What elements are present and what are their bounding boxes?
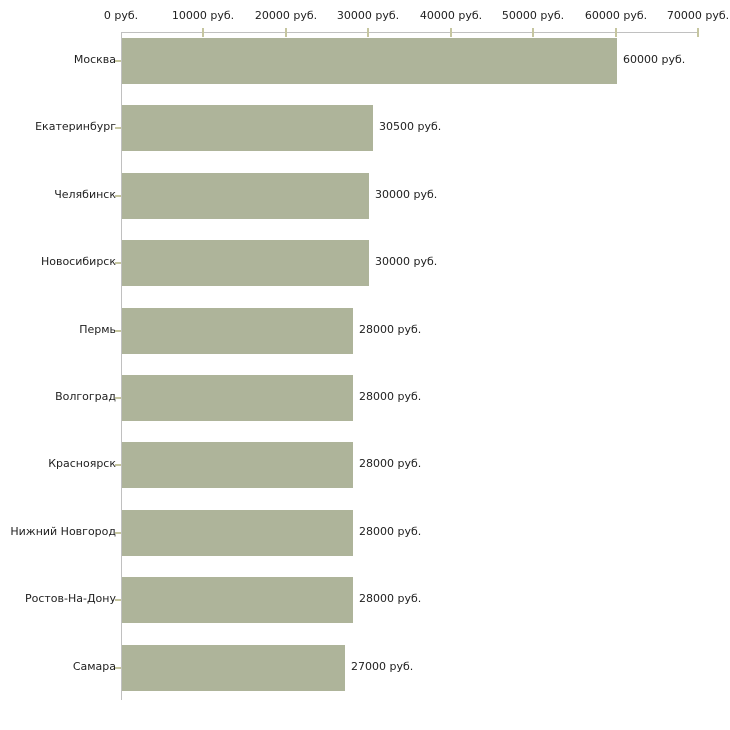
category-tick	[115, 127, 121, 129]
x-tick-label: 10000 руб.	[171, 9, 235, 22]
x-tick-label: 0 руб.	[103, 9, 139, 22]
category-label: Волгоград	[55, 390, 116, 403]
value-label: 28000 руб.	[359, 390, 422, 403]
category-label: Новосибирск	[40, 255, 116, 268]
category-tick	[115, 330, 121, 332]
bar	[122, 308, 353, 354]
x-axis-tick	[450, 28, 452, 37]
x-tick-label: 60000 руб.	[584, 9, 648, 22]
x-axis-tick	[697, 28, 699, 37]
category-label: Самара	[72, 660, 116, 673]
bar	[122, 510, 353, 556]
category-tick	[115, 464, 121, 466]
bar	[122, 38, 617, 84]
category-tick	[115, 667, 121, 669]
category-label: Екатеринбург	[35, 120, 116, 133]
value-label: 28000 руб.	[359, 323, 422, 336]
x-tick-label: 70000 руб.	[666, 9, 730, 22]
bar	[122, 577, 353, 623]
bar	[122, 240, 369, 286]
value-label: 28000 руб.	[359, 457, 422, 470]
category-label: Ростов-На-Дону	[24, 592, 116, 605]
y-axis-line	[121, 32, 122, 700]
category-label: Пермь	[79, 323, 116, 336]
bar	[122, 173, 369, 219]
x-axis-tick	[615, 28, 617, 37]
category-tick	[115, 397, 121, 399]
bar	[122, 442, 353, 488]
value-label: 28000 руб.	[359, 525, 422, 538]
category-tick	[115, 262, 121, 264]
x-tick-label: 20000 руб.	[254, 9, 318, 22]
bar	[122, 375, 353, 421]
value-label: 28000 руб.	[359, 592, 422, 605]
category-tick	[115, 195, 121, 197]
x-axis-tick	[532, 28, 534, 37]
value-label: 30500 руб.	[379, 120, 442, 133]
bar	[122, 105, 373, 151]
value-label: 30000 руб.	[375, 255, 438, 268]
category-label: Челябинск	[54, 188, 116, 201]
x-tick-label: 30000 руб.	[336, 9, 400, 22]
category-tick	[115, 532, 121, 534]
category-tick	[115, 60, 121, 62]
category-tick	[115, 599, 121, 601]
x-axis-tick	[202, 28, 204, 37]
category-label: Красноярск	[48, 457, 116, 470]
value-label: 60000 руб.	[623, 53, 686, 66]
x-tick-label: 40000 руб.	[419, 9, 483, 22]
x-tick-label: 50000 руб.	[501, 9, 565, 22]
category-label: Нижний Новгород	[10, 525, 116, 538]
x-axis-line	[121, 32, 699, 33]
category-label: Москва	[73, 53, 116, 66]
bar	[122, 645, 345, 691]
value-label: 30000 руб.	[375, 188, 438, 201]
x-axis-tick	[367, 28, 369, 37]
x-axis-tick	[285, 28, 287, 37]
value-label: 27000 руб.	[351, 660, 414, 673]
